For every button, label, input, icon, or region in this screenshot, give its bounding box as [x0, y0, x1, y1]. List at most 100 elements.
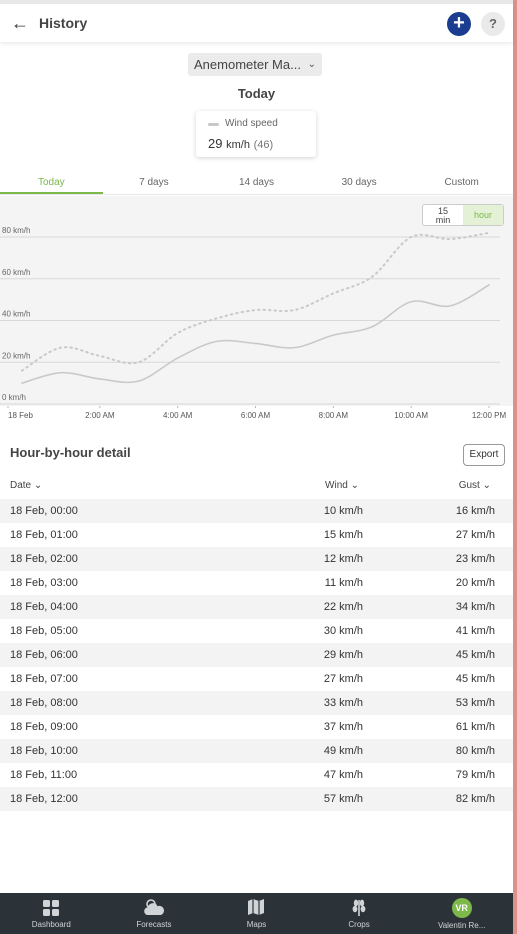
legend-value-unit: km/h: [226, 139, 250, 151]
cell-gust: 82 km/h: [455, 793, 495, 805]
station-select[interactable]: Anemometer Ma... ⌄: [188, 53, 322, 76]
page-title: History: [39, 15, 88, 31]
nav-maps[interactable]: Maps: [205, 893, 308, 934]
tab-today[interactable]: Today: [0, 175, 103, 194]
table-row: 18 Feb, 01:00 15 km/h 27 km/h: [0, 523, 513, 547]
station-select-value: Anemometer Ma...: [194, 57, 301, 72]
interval-15-min-button[interactable]: 15 min: [423, 205, 463, 225]
cell-gust: 34 km/h: [455, 601, 495, 613]
table-row: 18 Feb, 08:00 33 km/h 53 km/h: [0, 691, 513, 715]
x-tick-label: 4:00 AM: [163, 411, 193, 420]
legend-value: 29 km/h (46): [208, 136, 273, 151]
nav-profile-label: Valentin Re...: [437, 921, 486, 930]
interval-15-min-number: 15: [437, 206, 448, 216]
cell-wind: 47 km/h: [323, 769, 363, 781]
detail-table-body: 18 Feb, 00:00 10 km/h 16 km/h 18 Feb, 01:00…: [0, 499, 513, 811]
wind-series-line: [21, 284, 490, 384]
cell-date: 18 Feb, 02:00: [10, 553, 78, 565]
cell-wind: 33 km/h: [323, 697, 363, 709]
back-arrow-icon[interactable]: ←: [11, 13, 29, 33]
y-tick-label: 0 km/h: [2, 393, 26, 402]
x-tick-label: 8:00 AM: [319, 411, 349, 420]
window-edge: [513, 0, 517, 934]
nav-dashboard-label: Dashboard: [31, 920, 71, 929]
cell-wind: 30 km/h: [323, 625, 363, 637]
cell-gust: 53 km/h: [455, 697, 495, 709]
chevron-down-icon: ⌄: [307, 59, 316, 70]
x-tick-label: 10:00 AM: [394, 411, 428, 420]
x-tick-label: 2:00 AM: [85, 411, 115, 420]
interval-hour-button[interactable]: hour: [463, 205, 503, 225]
cell-date: 18 Feb, 04:00: [10, 601, 78, 613]
y-tick-label: 80 km/h: [2, 226, 30, 235]
cell-date: 18 Feb, 01:00: [10, 529, 78, 541]
wind-chart: 80 km/h 60 km/h 40 km/h 20 km/h 0 km/h 15 mi…: [0, 196, 513, 406]
avatar: VR: [451, 898, 472, 918]
period-title: Today: [237, 86, 276, 101]
cell-date: 18 Feb, 09:00: [10, 721, 78, 733]
cell-wind: 11 km/h: [324, 577, 363, 589]
x-tick-label: 12:00 PM: [472, 411, 507, 420]
table-row: 18 Feb, 12:00 57 km/h 82 km/h: [0, 787, 513, 811]
table-row: 18 Feb, 02:00 12 km/h 23 km/h: [0, 547, 513, 571]
cell-date: 18 Feb, 05:00: [10, 625, 78, 637]
chart-x-axis: 18 Feb 2:00 AM 4:00 AM 6:00 AM 8:00 AM 10:00 …: [7, 406, 507, 420]
question-icon: ?: [489, 16, 497, 31]
nav-forecasts[interactable]: Forecasts: [103, 893, 206, 934]
cell-gust: 41 km/h: [455, 625, 495, 637]
nav-crops[interactable]: Crops: [308, 893, 411, 934]
cell-date: 18 Feb, 03:00: [10, 577, 78, 589]
cell-wind: 27 km/h: [323, 673, 363, 685]
nav-forecasts-label: Forecasts: [136, 920, 172, 929]
cell-wind: 22 km/h: [323, 601, 363, 613]
sort-chevron-icon: ⌄: [482, 480, 491, 491]
table-row: 18 Feb, 04:00 22 km/h 34 km/h: [0, 595, 513, 619]
x-tick-label: 18 Feb: [8, 411, 33, 420]
tab-custom[interactable]: Custom: [444, 177, 479, 188]
forecast-icon: [103, 893, 206, 917]
y-tick-label: 60 km/h: [2, 268, 30, 277]
x-tick-label: 6:00 AM: [241, 411, 271, 420]
cell-gust: 27 km/h: [455, 529, 495, 541]
wind-chart-svg: 80 km/h 60 km/h 40 km/h 20 km/h 0 km/h: [0, 226, 500, 405]
cell-wind: 57 km/h: [323, 793, 363, 805]
y-tick-label: 20 km/h: [2, 351, 30, 360]
help-button[interactable]: ?: [481, 12, 505, 36]
tab-14-days[interactable]: 14 days: [238, 177, 274, 188]
y-tick-label: 40 km/h: [2, 310, 30, 319]
legend-value-gust: (46): [253, 139, 274, 151]
tab-7-days[interactable]: 7 days: [139, 177, 169, 188]
cell-gust: 61 km/h: [455, 721, 495, 733]
app-header: ← History + ?: [0, 0, 513, 42]
period-tabs: Today 7 days 14 days 30 days Custom: [0, 175, 513, 195]
add-button[interactable]: +: [447, 12, 471, 36]
nav-maps-label: Maps: [246, 920, 267, 929]
cell-wind: 15 km/h: [323, 529, 363, 541]
cell-date: 18 Feb, 00:00: [10, 505, 78, 517]
cell-wind: 10 km/h: [323, 505, 363, 517]
dashboard-icon: [0, 893, 103, 917]
sort-chevron-icon: ⌄: [33, 480, 43, 491]
legend-value-number: 29: [208, 136, 223, 151]
avatar-wrapper: VR: [410, 893, 513, 918]
interval-15-min-unit: min: [435, 215, 451, 225]
tab-30-days[interactable]: 30 days: [341, 177, 377, 188]
cell-wind: 12 km/h: [323, 553, 363, 565]
cell-date: 18 Feb, 08:00: [10, 697, 78, 709]
column-header-gust[interactable]: Gust ⌄: [459, 480, 491, 491]
cell-date: 18 Feb, 11:00: [10, 769, 78, 781]
cell-wind: 29 km/h: [323, 649, 363, 661]
cell-date: 18 Feb, 07:00: [10, 673, 78, 685]
column-header-wind[interactable]: Wind ⌄: [325, 480, 359, 491]
column-header-date[interactable]: Date ⌄: [10, 480, 42, 491]
nav-dashboard[interactable]: Dashboard: [0, 893, 103, 934]
detail-title: Hour-by-hour detail: [10, 445, 131, 460]
table-row: 18 Feb, 11:00 47 km/h 79 km/h: [0, 763, 513, 787]
nav-crops-label: Crops: [348, 920, 370, 929]
crops-icon: [308, 893, 411, 917]
cell-wind: 37 km/h: [323, 721, 363, 733]
nav-profile[interactable]: VR Valentin Re...: [410, 893, 513, 934]
export-button[interactable]: Export: [463, 444, 505, 466]
sort-chevron-icon: ⌄: [350, 480, 359, 491]
column-header-wind-label: Wind: [325, 480, 348, 491]
